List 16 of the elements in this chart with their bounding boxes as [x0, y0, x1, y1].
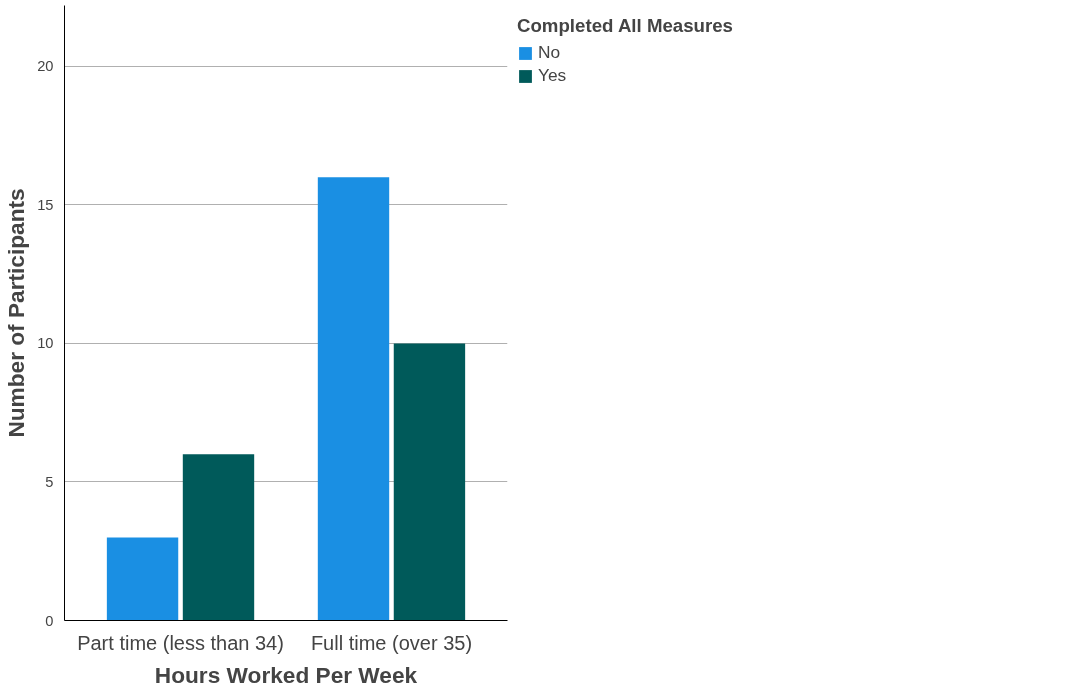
- y-tick-label: 10: [37, 335, 54, 352]
- x-axis-title: Hours Worked Per Week: [154, 661, 418, 688]
- bar: [317, 177, 390, 621]
- y-tick-label: 20: [37, 58, 54, 75]
- legend-label: Yes: [538, 65, 567, 86]
- legend-title: Completed All Measures: [517, 15, 733, 37]
- y-tick-label: 0: [45, 612, 54, 629]
- y-axis-title: Number of Participants: [3, 188, 30, 438]
- y-tick-label: 5: [45, 473, 54, 490]
- x-tick-label: Part time (less than 34): [77, 631, 284, 654]
- bar: [106, 537, 179, 621]
- bar: [182, 454, 255, 621]
- x-tick-label: Full time (over 35): [310, 631, 473, 654]
- legend-label: No: [538, 42, 561, 63]
- y-tick-label: 15: [37, 196, 54, 213]
- bar: [393, 343, 466, 621]
